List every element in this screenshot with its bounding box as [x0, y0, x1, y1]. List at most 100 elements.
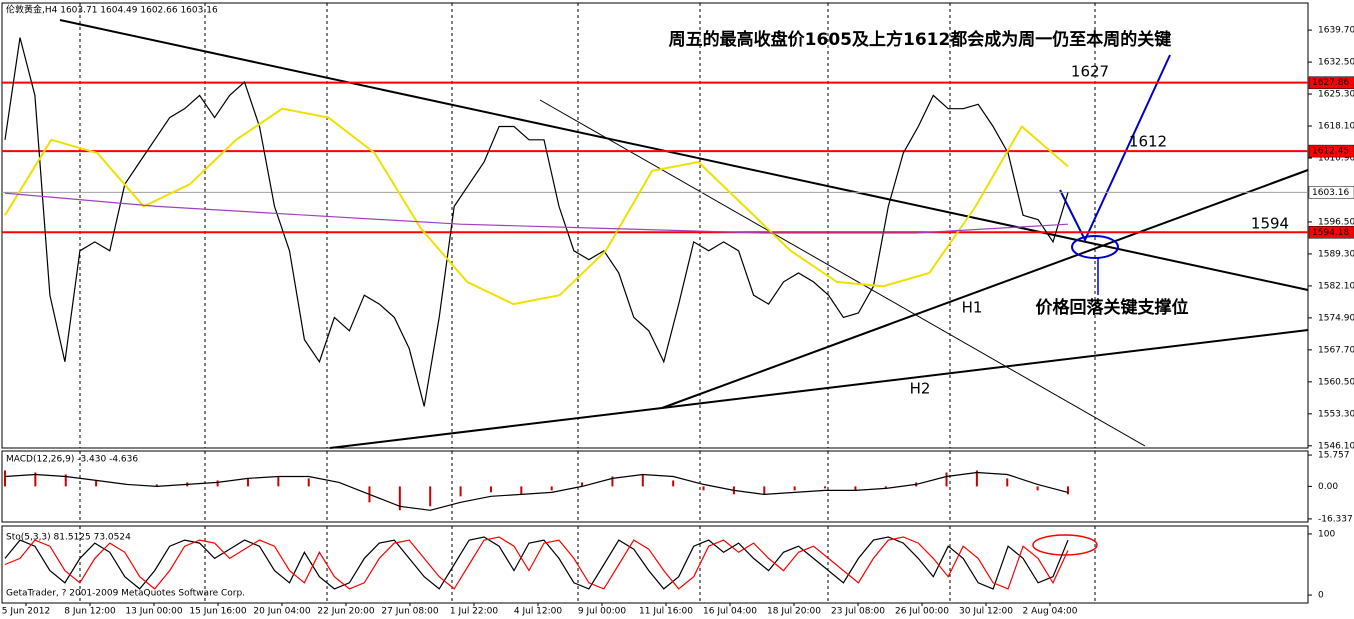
- y-tick-label: 1596.50: [1318, 217, 1354, 227]
- level-box: [1308, 76, 1354, 89]
- macd-panel: [1, 450, 1309, 523]
- x-tick-label: 8 Jun 12:00: [64, 607, 116, 617]
- macd-bar: [277, 476, 280, 487]
- x-tick-label: 15 Jun 16:00: [189, 607, 246, 617]
- macd-bar: [975, 470, 978, 487]
- y-tick-label: 0: [1318, 591, 1324, 601]
- y-tick-label: 1574.90: [1318, 313, 1354, 323]
- level-box: [1308, 226, 1354, 239]
- x-tick-label: 2 Aug 04:00: [1023, 607, 1078, 617]
- credit: GetaTrader, ? 2001-2009 MetaQuotes Softw…: [6, 589, 245, 599]
- macd-bar: [1067, 486, 1069, 495]
- y-tick-label: 100: [1318, 529, 1335, 539]
- macd-bar: [459, 486, 462, 497]
- macd-bar: [945, 472, 948, 487]
- annotation: H2: [910, 380, 931, 398]
- macd-bar: [216, 480, 219, 487]
- series-line: [4, 536, 1069, 590]
- x-tick-label: 18 Jul 20:00: [767, 607, 821, 617]
- series-line: [4, 471, 1069, 511]
- macd-bar: [884, 486, 887, 489]
- macd-bar: [793, 486, 796, 491]
- y-tick-label: 0.00: [1318, 482, 1338, 492]
- trend-line: [329, 407, 663, 449]
- series-line: [4, 192, 1069, 234]
- x-tick-label: 23 Jul 08:00: [831, 607, 885, 617]
- level-label: 1627.86: [1312, 78, 1349, 88]
- x-tick-label: 9 Jul 00:00: [578, 607, 627, 617]
- trend-lines: [59, 19, 1309, 556]
- trend-line: [59, 19, 1309, 291]
- series-line: [4, 536, 1069, 590]
- macd-bar: [702, 486, 705, 491]
- y-tick-label: 1610.90: [1318, 153, 1354, 163]
- y-tick-label: 1632.50: [1318, 58, 1354, 68]
- macd-bar: [854, 486, 857, 491]
- macd-bar: [4, 470, 6, 487]
- main-title: 伦敦黄金,H4 1603.71 1604.49 1602.66 1603.16: [6, 4, 218, 16]
- stoch-ellipse: [1032, 534, 1098, 556]
- macd-bar: [489, 486, 492, 493]
- macd-bar: [1036, 486, 1039, 491]
- main-panel: [1, 2, 1309, 449]
- y-tick-label: 1589.30: [1318, 249, 1354, 259]
- annotation: 1627: [1071, 63, 1109, 81]
- x-tick-label: 27 Jun 08:00: [381, 607, 438, 617]
- y-tick-label: 1553.30: [1318, 409, 1354, 419]
- x-tick-label: 4 Jul 12:00: [514, 607, 563, 617]
- stoch-title: Sto(5,3,3) 81.5125 73.0524: [6, 533, 131, 543]
- macd-bar: [763, 486, 766, 495]
- annotation: H1: [962, 299, 983, 317]
- macd-bar: [246, 478, 249, 487]
- series-line: [4, 107, 1069, 306]
- y-tick-label: 1625.30: [1318, 90, 1354, 100]
- macd-title: MACD(12,26,9) -3.430 -4.636: [6, 455, 138, 465]
- trend-line: [661, 169, 1309, 409]
- level-box: [1308, 186, 1354, 199]
- annotation: 周五的最高收盘价1605及上方1612都会成为周一仍至本周的关键: [669, 29, 1172, 50]
- series-line: [4, 37, 1069, 407]
- x-tick-label: 30 Jul 12:00: [959, 607, 1013, 617]
- y-tick-label: 1582.10: [1318, 281, 1354, 291]
- y-tick-label: 1639.70: [1318, 26, 1354, 36]
- y-tick-label: -16.337: [1318, 514, 1353, 524]
- macd-bar: [307, 478, 310, 487]
- y-tick-label: 1546.10: [1318, 441, 1354, 451]
- period-separators: [79, 3, 1096, 603]
- x-tick-label: 1 Jul 22:00: [450, 607, 499, 617]
- x-tick-label: 16 Jul 04:00: [703, 607, 757, 617]
- y-tick-label: 1618.10: [1318, 122, 1354, 132]
- macd-bar: [429, 486, 432, 507]
- x-tick-label: 11 Jul 16:00: [639, 607, 693, 617]
- level-label: 1594.18: [1312, 228, 1349, 238]
- level-box: [1308, 144, 1354, 158]
- x-tick-label: 20 Jun 04:00: [253, 607, 310, 617]
- arrow: [1059, 54, 1171, 243]
- macd-bar: [34, 472, 37, 487]
- y-tick-label: 15.757: [1318, 451, 1350, 461]
- level-label: 1612.45: [1312, 147, 1349, 157]
- macd-bar: [611, 476, 614, 487]
- macd-bar: [672, 480, 675, 487]
- macd-bar: [95, 480, 98, 487]
- level-label: 1603.16: [1312, 188, 1349, 198]
- macd-bar: [1006, 478, 1009, 487]
- annotation: 价格回落关键支撑位: [1036, 297, 1189, 318]
- x-tick-label: 13 Jun 00:00: [125, 607, 182, 617]
- macd-bar: [581, 482, 584, 487]
- annotation: 1594: [1251, 215, 1289, 233]
- x-tick-label: 5 Jun 2012: [2, 607, 50, 617]
- macd-bar: [155, 484, 158, 487]
- macd-bar: [520, 486, 523, 495]
- macd-bar: [64, 474, 67, 487]
- macd-bar: [824, 486, 827, 489]
- annotation: 1612: [1129, 133, 1167, 151]
- x-tick-label: 22 Jun 20:00: [317, 607, 374, 617]
- macd-bar: [398, 486, 401, 511]
- trend-line: [539, 99, 1146, 447]
- x-tick-label: 26 Jul 00:00: [895, 607, 949, 617]
- trend-line: [661, 329, 1309, 409]
- macd-bar: [641, 474, 644, 487]
- macd-bar: [550, 486, 553, 491]
